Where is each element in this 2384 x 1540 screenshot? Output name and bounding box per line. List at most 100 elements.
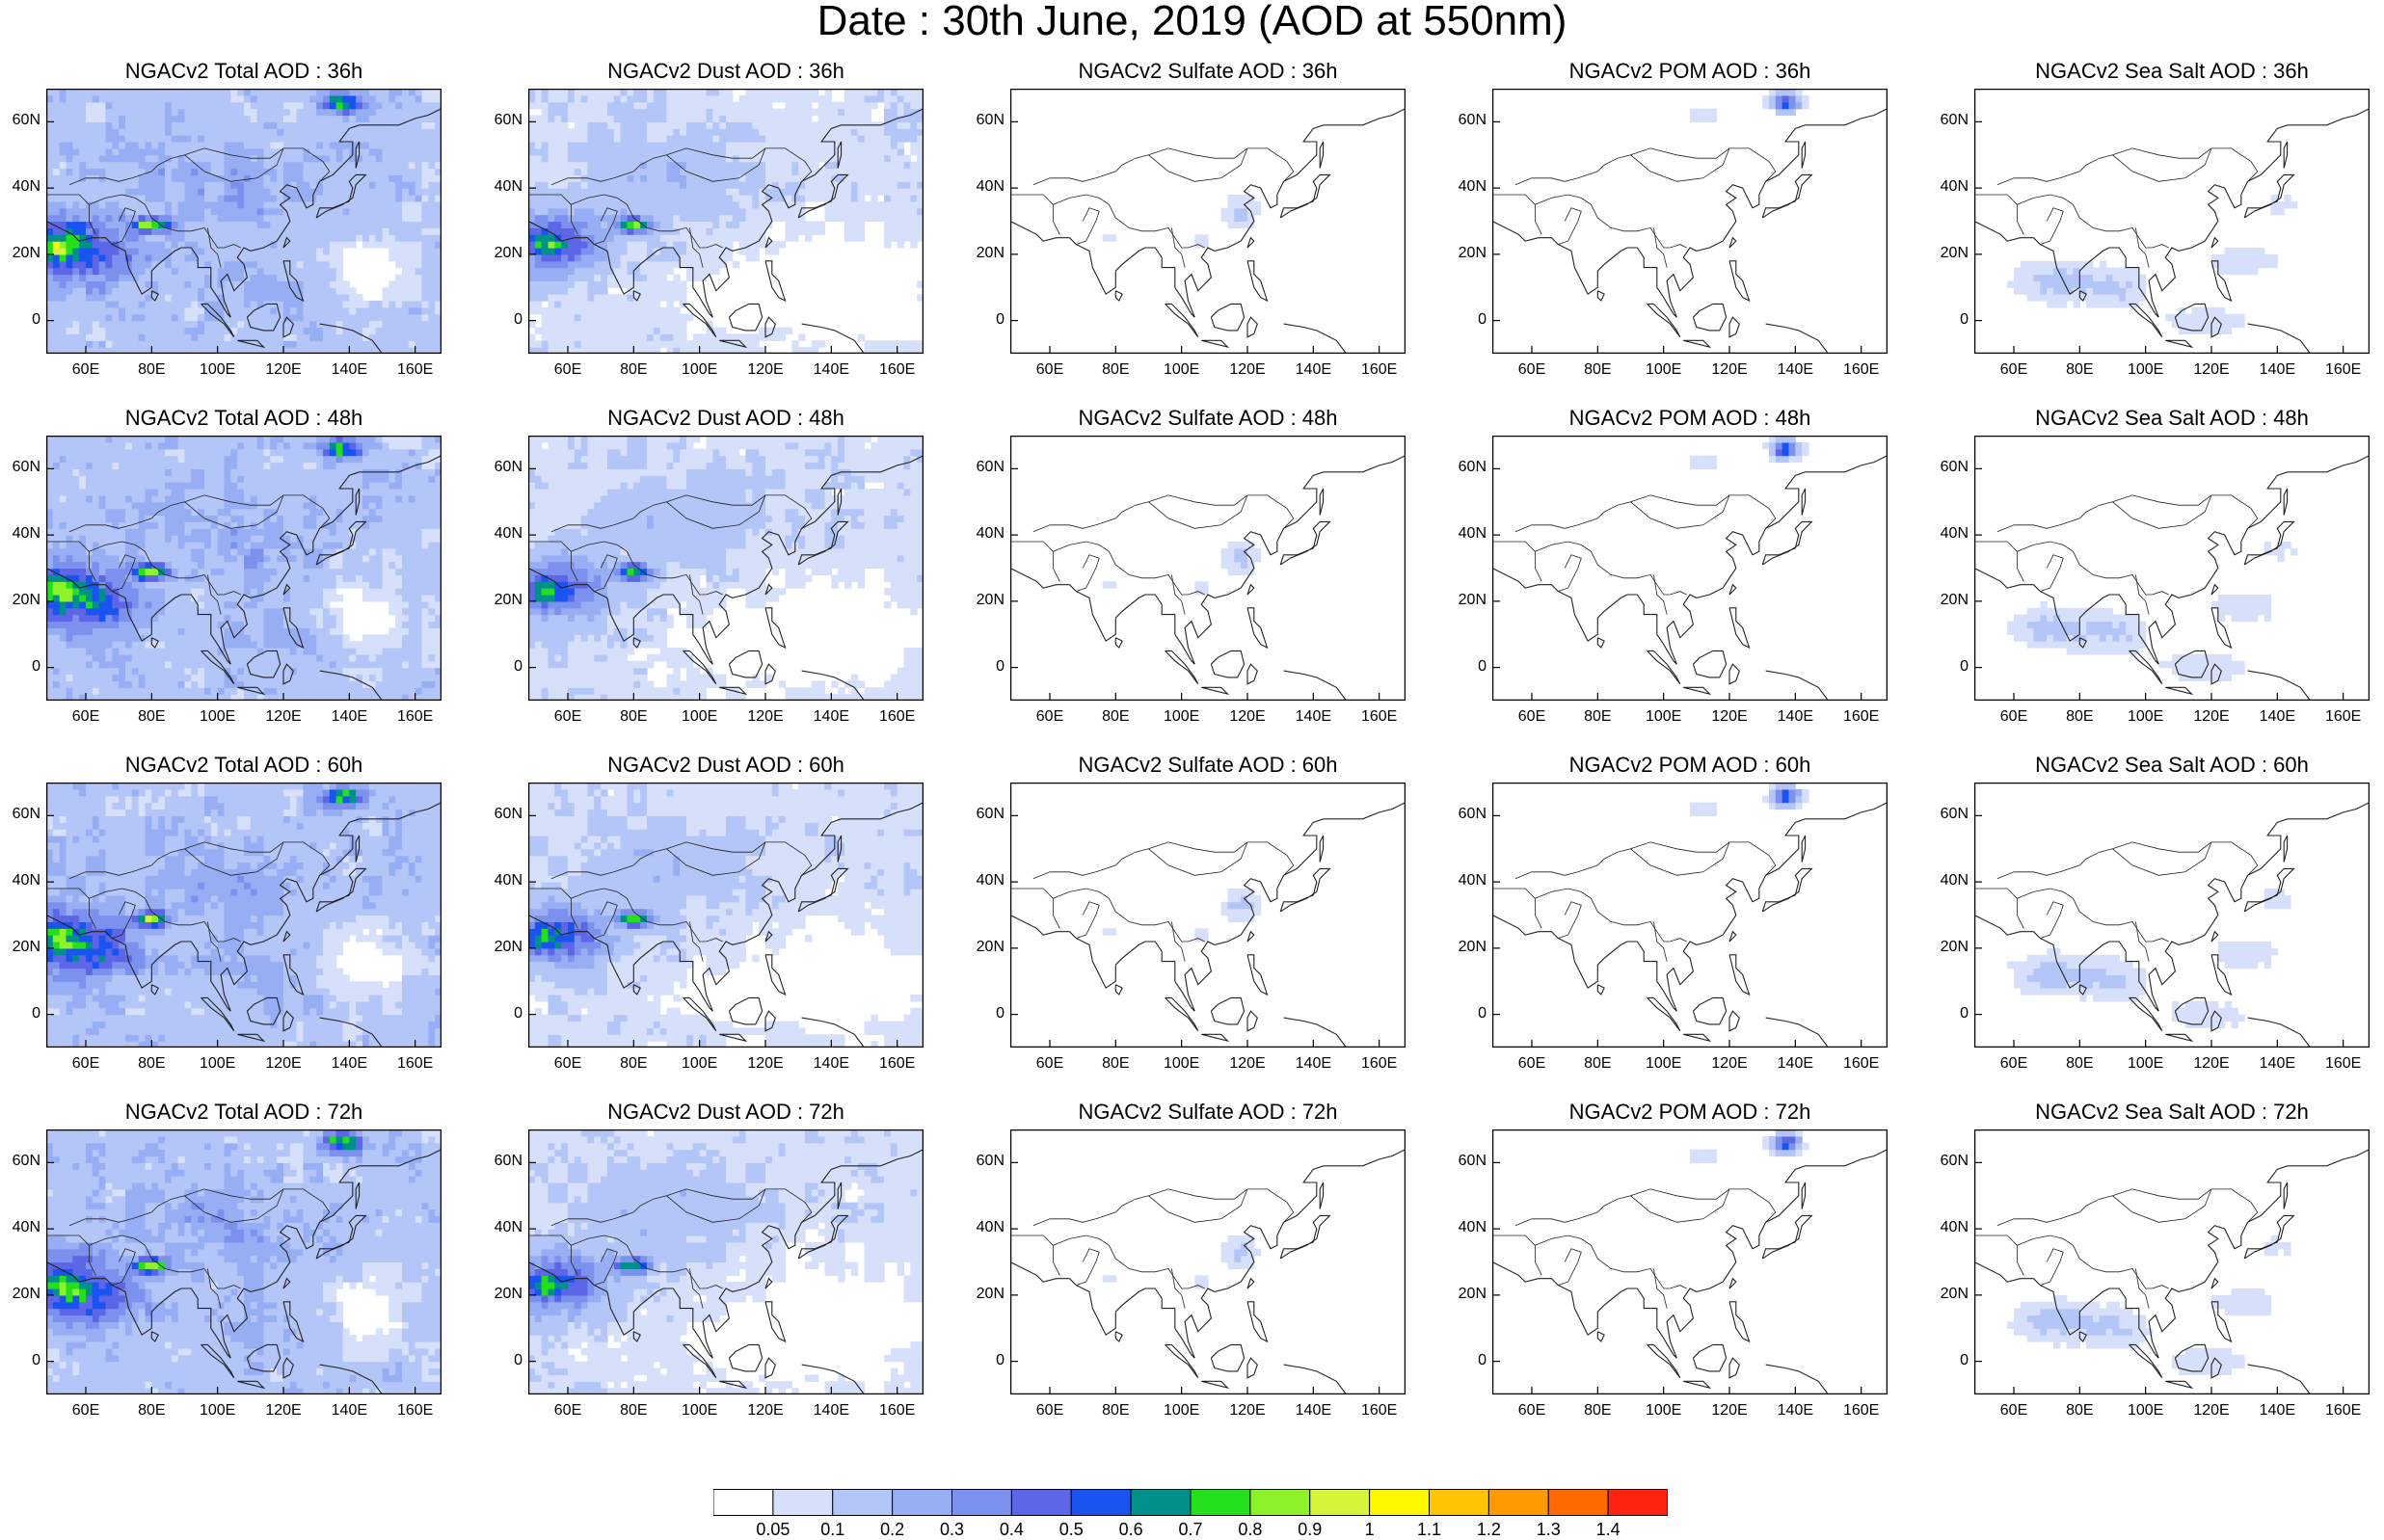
aod-cell (812, 227, 818, 234)
aod-cell (237, 95, 244, 102)
aod-cell (323, 307, 330, 314)
aod-cell (415, 135, 422, 142)
aod-cell (106, 201, 113, 208)
aod-cell (99, 661, 106, 668)
aod-cell (422, 121, 429, 128)
aod-cell (172, 234, 178, 241)
aod-cell (257, 287, 264, 294)
aod-cell (211, 280, 218, 287)
aod-cell (67, 535, 73, 542)
aod-cell (112, 116, 119, 122)
aod-cell (119, 215, 125, 222)
aod-cell (746, 222, 753, 228)
aod-cell (336, 116, 343, 122)
aod-cell (225, 195, 231, 201)
aod-cell (72, 502, 79, 509)
aod-cell (99, 595, 106, 601)
aod-cell (825, 109, 832, 116)
aod-cell (230, 268, 237, 275)
country-border (1010, 195, 1059, 234)
aod-cell (67, 502, 73, 509)
aod-cell (204, 109, 211, 116)
aod-cell (601, 121, 607, 128)
aod-cell (877, 201, 884, 208)
aod-cell (93, 687, 99, 694)
aod-cell (1710, 109, 1717, 116)
aod-cell (1234, 195, 1241, 201)
aod-cell (369, 128, 376, 135)
aod-cell (607, 142, 614, 148)
aod-cell (72, 128, 79, 135)
aod-cell (106, 248, 113, 254)
aod-cell (362, 208, 369, 215)
lon-label: 160E (391, 361, 440, 379)
aod-cell (654, 222, 660, 228)
aod-cell (99, 109, 106, 116)
aod-cell (428, 280, 435, 287)
aod-cell (178, 275, 185, 281)
aod-cell (277, 222, 283, 228)
aod-cell (309, 169, 316, 175)
panel-title: NGACv2 Dust AOD : 36h (528, 60, 924, 87)
aod-cell (719, 227, 726, 234)
aod-cell (719, 169, 726, 175)
aod-cell (549, 301, 555, 307)
aod-cell (686, 135, 693, 142)
aod-cell (383, 135, 389, 142)
aod-cell (185, 109, 192, 116)
aod-cell (858, 333, 865, 340)
aod-cell (60, 654, 67, 661)
lon-label: 160E (1837, 361, 1886, 379)
aod-cell (549, 195, 555, 201)
aod-cell (237, 222, 244, 228)
aod-cell (746, 128, 753, 135)
aod-cell (904, 162, 911, 169)
aod-cell (119, 333, 125, 340)
aod-cell (139, 321, 146, 328)
coastline (1284, 324, 1347, 354)
aod-cell (575, 95, 581, 102)
aod-cell (251, 181, 257, 188)
aod-cell (428, 307, 435, 314)
aod-cell (660, 321, 667, 328)
aod-cell (2067, 268, 2074, 275)
aod-cell (185, 234, 192, 241)
aod-cell (244, 109, 251, 116)
aod-cell (67, 562, 73, 569)
aod-cell (561, 128, 568, 135)
aod-cell (178, 280, 185, 287)
aod-cell (542, 294, 549, 301)
aod-cell (2093, 275, 2100, 281)
aod-cell (185, 135, 192, 142)
aod-cell (2100, 301, 2106, 307)
aod-cell (712, 142, 719, 148)
aod-cell (309, 142, 316, 148)
aod-cell (549, 328, 555, 334)
aod-cell (158, 148, 165, 155)
aod-cell (601, 116, 607, 122)
aod-cell (561, 227, 568, 234)
aod-cell (575, 254, 581, 261)
aod-cell (568, 314, 575, 321)
aod-cell (680, 234, 686, 241)
aod-cell (106, 169, 113, 175)
aod-cell (415, 201, 422, 208)
aod-cell (759, 215, 765, 222)
aod-cell (402, 268, 409, 275)
aod-cell (383, 333, 389, 340)
aod-cell (237, 215, 244, 222)
aod-cell (225, 208, 231, 215)
aod-cell (712, 261, 719, 268)
aod-cell (99, 95, 106, 102)
aod-cell (185, 95, 192, 102)
aod-cell (383, 148, 389, 155)
aod-cell (376, 162, 383, 169)
aod-cell (93, 502, 99, 509)
aod-cell (376, 155, 383, 162)
aod-cell (72, 333, 79, 340)
aod-cell (112, 215, 119, 222)
aod-cell (2060, 301, 2067, 307)
aod-cell (99, 294, 106, 301)
aod-cell (191, 268, 198, 275)
aod-cell (633, 208, 640, 215)
